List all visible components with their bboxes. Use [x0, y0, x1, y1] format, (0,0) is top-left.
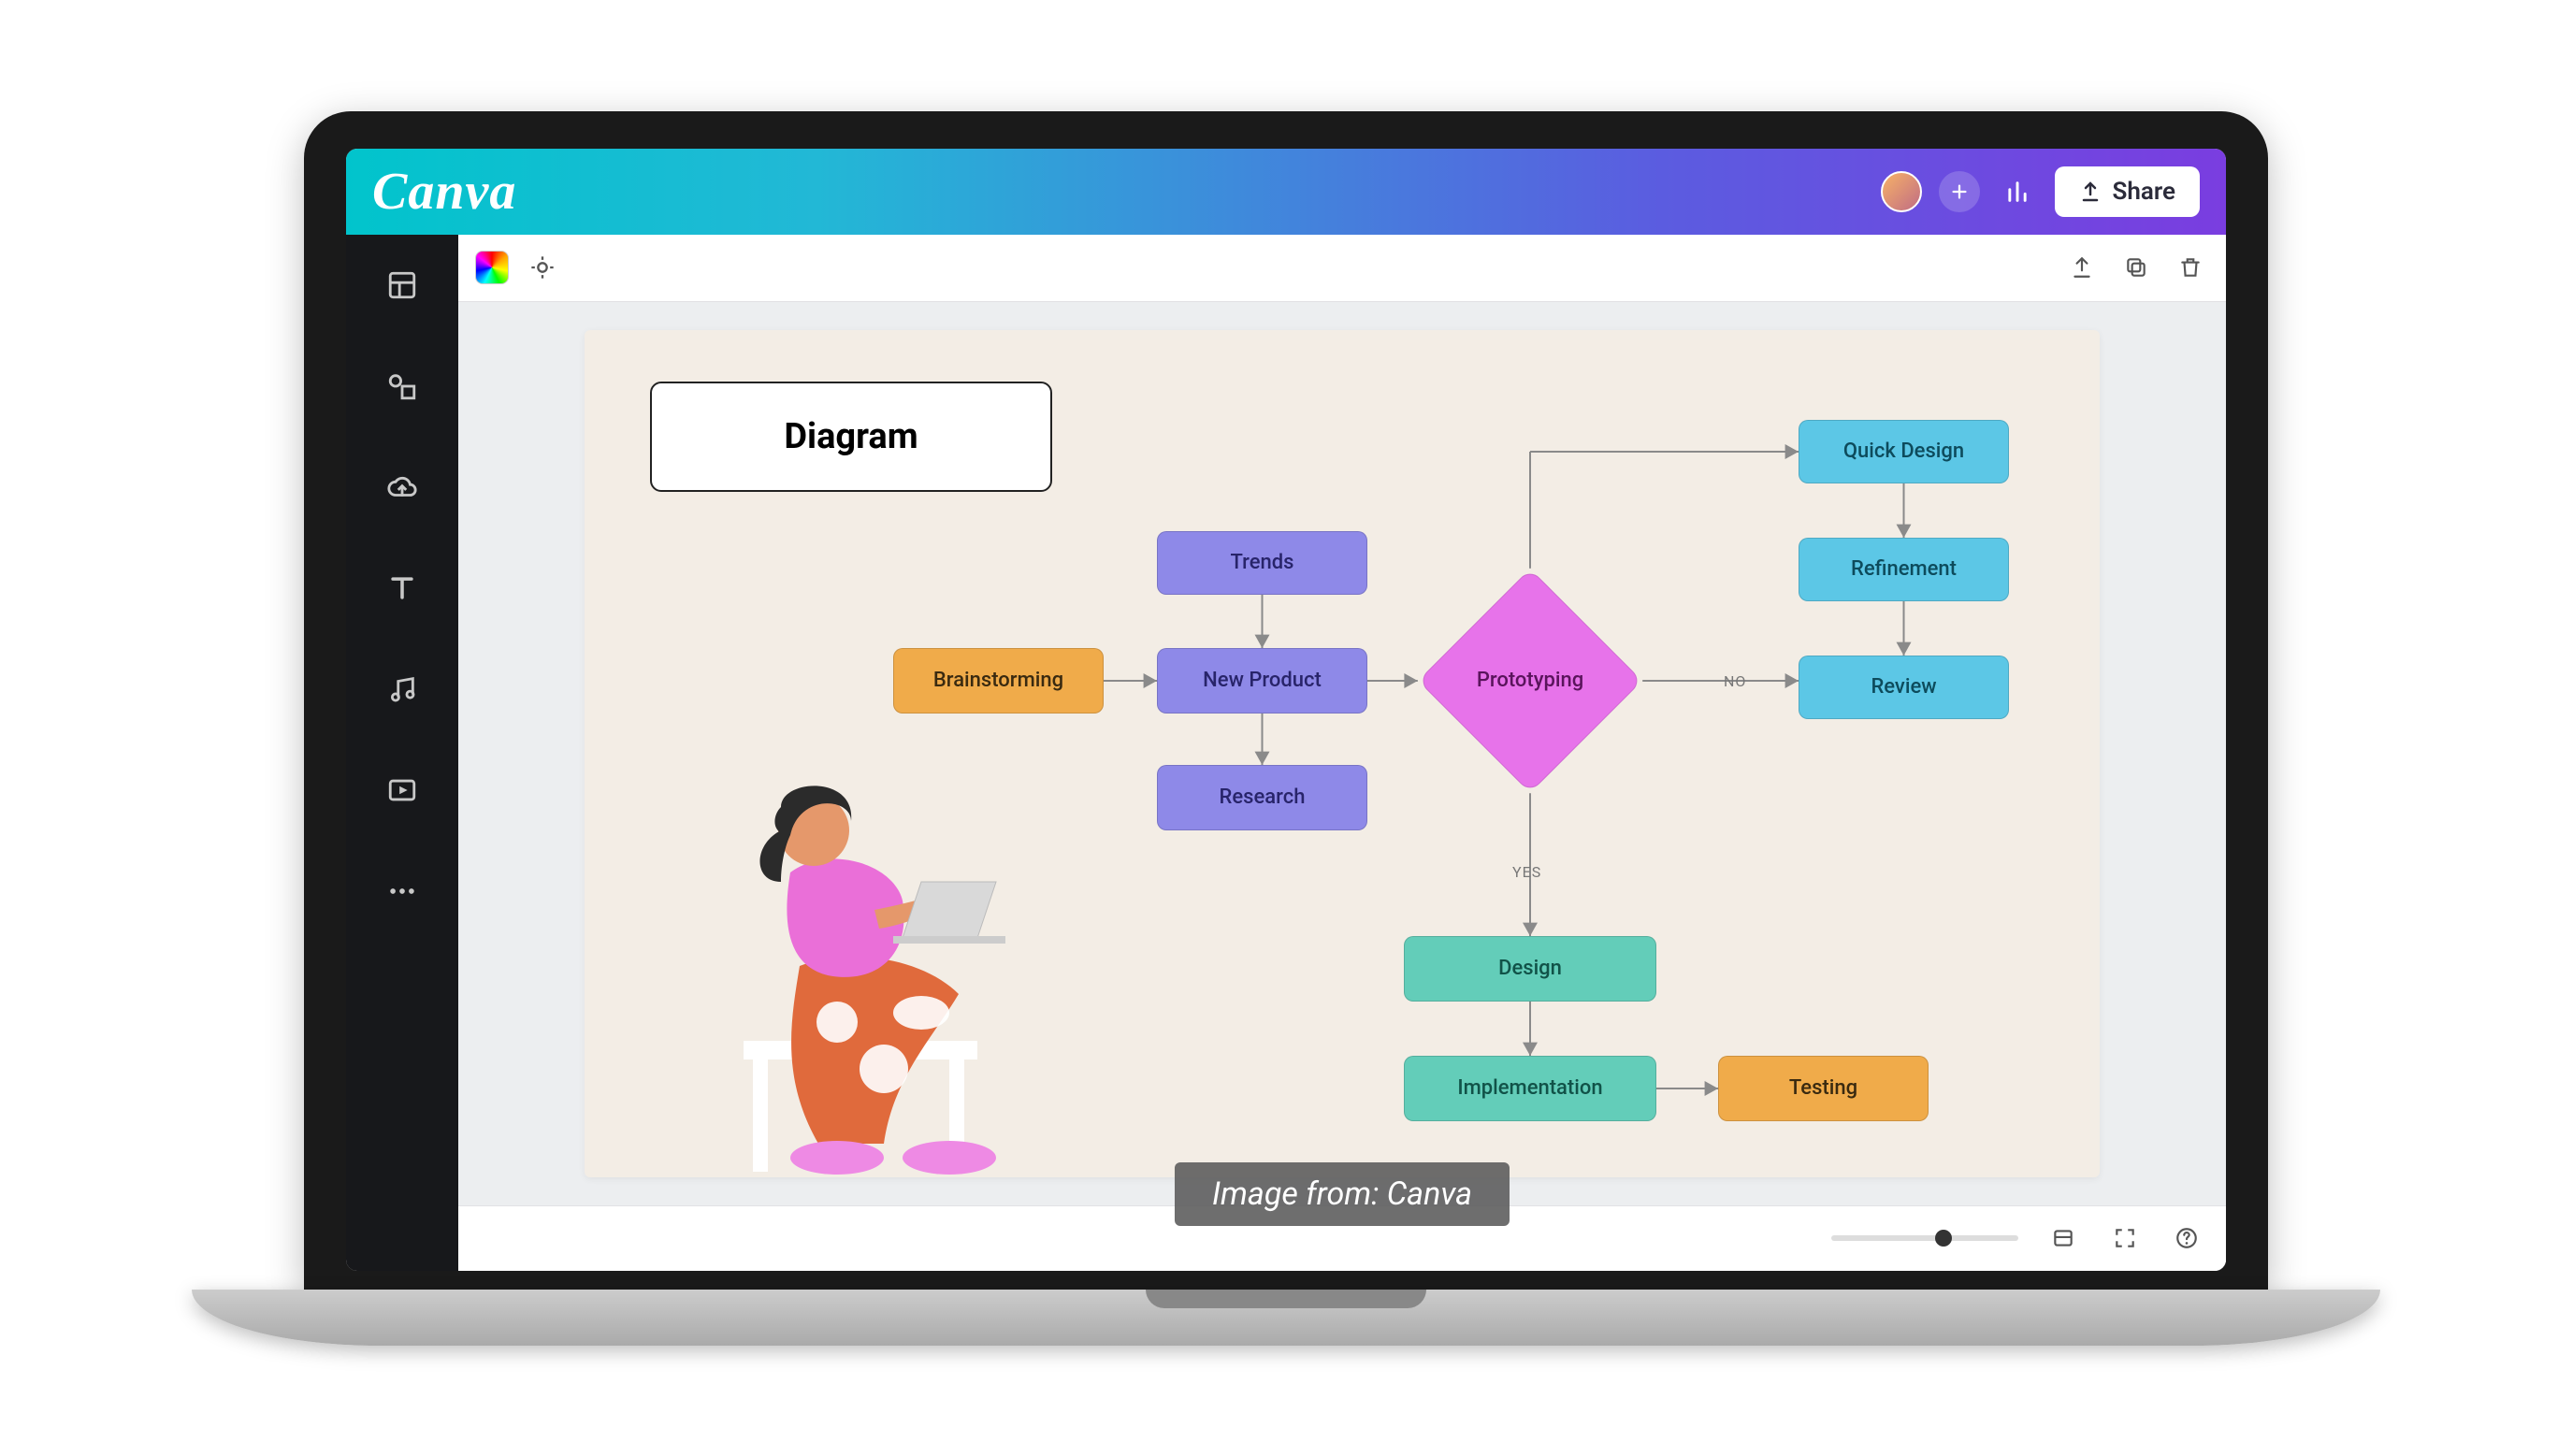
user-avatar[interactable]	[1881, 171, 1922, 212]
text-icon	[386, 572, 418, 604]
laptop-screen-bezel: Canva Share	[304, 111, 2268, 1290]
delete-button[interactable]	[2172, 249, 2209, 286]
context-toolbar	[458, 235, 2226, 302]
play-icon	[386, 774, 418, 806]
brand-logo[interactable]: Canva	[372, 162, 516, 222]
flow-node-implementation-label: Implementation	[1457, 1076, 1602, 1100]
app-body: Diagram Brainstorming Trends New Product Re…	[346, 235, 2226, 1271]
copy-icon	[2124, 255, 2148, 280]
person-illustration[interactable]	[641, 742, 1090, 1190]
share-button-label: Share	[2113, 178, 2175, 206]
side-panel	[346, 235, 458, 1271]
add-button[interactable]	[1939, 171, 1980, 212]
flow-node-research-label: Research	[1220, 786, 1306, 809]
sparkle-icon	[529, 254, 556, 281]
tool-uploads[interactable]	[380, 465, 425, 510]
tool-more[interactable]	[380, 869, 425, 914]
upload-icon	[2079, 180, 2102, 203]
app-topbar: Canva Share	[346, 149, 2226, 235]
duplicate-button[interactable]	[2117, 249, 2155, 286]
diagram-title-box[interactable]: Diagram	[650, 382, 1052, 492]
flow-node-testing[interactable]: Testing	[1718, 1056, 1929, 1121]
music-icon	[386, 673, 418, 705]
edge-label-no: NO	[1724, 672, 1746, 690]
flow-node-review[interactable]: Review	[1799, 656, 2009, 719]
work-column: Diagram Brainstorming Trends New Product Re…	[458, 235, 2226, 1271]
flow-node-review-label: Review	[1871, 675, 1936, 699]
flow-node-newproduct[interactable]: New Product	[1157, 648, 1367, 714]
share-button[interactable]: Share	[2055, 166, 2200, 217]
export-button[interactable]	[2063, 249, 2101, 286]
flow-node-research[interactable]: Research	[1157, 765, 1367, 830]
flow-node-quickdesign[interactable]: Quick Design	[1799, 420, 2009, 483]
diagram-title-text: Diagram	[784, 416, 918, 457]
flow-node-prototyping-label: Prototyping	[1451, 601, 1610, 760]
flow-node-design[interactable]: Design	[1404, 936, 1656, 1002]
tool-videos[interactable]	[380, 768, 425, 813]
laptop-frame: Canva Share	[304, 111, 2268, 1346]
canvas-viewport[interactable]: Diagram Brainstorming Trends New Product Re…	[458, 302, 2226, 1205]
flow-node-quickdesign-label: Quick Design	[1843, 440, 1964, 463]
laptop-base	[192, 1290, 2380, 1346]
flow-node-brainstorm-label: Brainstorming	[933, 669, 1063, 692]
app-window: Canva Share	[346, 149, 2226, 1271]
image-source-caption: Image from: Canva	[1175, 1162, 1510, 1226]
pages-view-button[interactable]	[2046, 1221, 2080, 1255]
cloud-upload-icon	[386, 471, 418, 503]
flow-node-refinement[interactable]: Refinement	[1799, 538, 2009, 601]
zoom-slider-thumb[interactable]	[1935, 1230, 1952, 1247]
dots-icon	[386, 875, 418, 907]
flow-node-newproduct-label: New Product	[1203, 669, 1322, 692]
flow-node-trends-label: Trends	[1231, 551, 1294, 574]
flow-node-brainstorm[interactable]: Brainstorming	[893, 648, 1104, 714]
plus-icon	[1949, 181, 1970, 202]
tool-text[interactable]	[380, 566, 425, 611]
edge-label-yes: YES	[1512, 863, 1541, 881]
help-icon	[2175, 1226, 2199, 1250]
laptop-notch	[1146, 1290, 1426, 1308]
bar-chart-icon	[2004, 179, 2030, 205]
flow-node-refinement-label: Refinement	[1851, 557, 1957, 581]
trash-icon	[2178, 255, 2203, 280]
flow-node-implementation[interactable]: Implementation	[1404, 1056, 1656, 1121]
shapes-icon	[386, 370, 418, 402]
zoom-slider[interactable]	[1831, 1235, 2018, 1241]
export-icon	[2070, 255, 2094, 280]
tool-audio[interactable]	[380, 667, 425, 712]
design-canvas[interactable]: Diagram Brainstorming Trends New Product Re…	[585, 330, 2100, 1177]
flow-node-prototyping[interactable]: Prototyping	[1451, 601, 1610, 760]
tool-templates[interactable]	[380, 263, 425, 308]
flow-node-testing-label: Testing	[1789, 1076, 1857, 1100]
help-button[interactable]	[2170, 1221, 2204, 1255]
pages-icon	[2051, 1226, 2075, 1250]
insights-button[interactable]	[1997, 171, 2038, 212]
caption-text: Image from: Canva	[1212, 1175, 1472, 1213]
layout-icon	[386, 269, 418, 301]
flow-node-design-label: Design	[1498, 957, 1562, 980]
fullscreen-button[interactable]	[2108, 1221, 2142, 1255]
tool-elements[interactable]	[380, 364, 425, 409]
color-picker-swatch[interactable]	[475, 251, 509, 284]
fullscreen-icon	[2113, 1226, 2137, 1250]
animate-button[interactable]	[526, 251, 559, 284]
flow-node-trends[interactable]: Trends	[1157, 531, 1367, 595]
